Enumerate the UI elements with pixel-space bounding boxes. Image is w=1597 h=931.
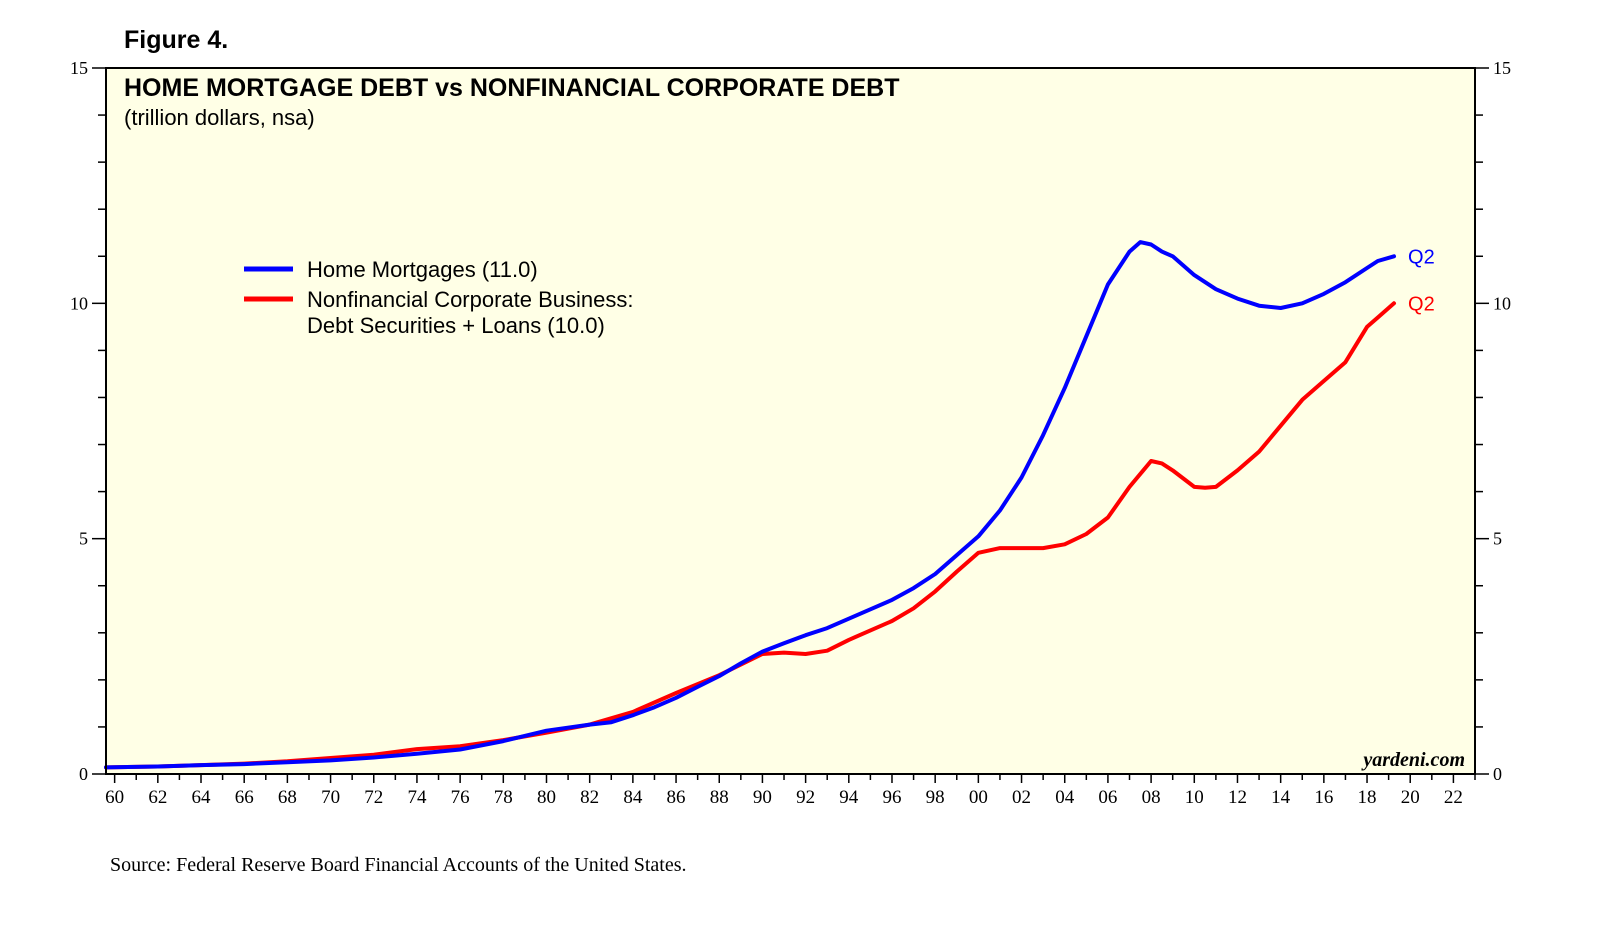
y-tick-label-left: 0 [79,764,88,784]
chart-subtitle: (trillion dollars, nsa) [124,105,315,130]
legend-label-corporate-debt-line2: Debt Securities + Loans (10.0) [307,313,605,338]
x-tick-label: 78 [494,787,513,808]
series-line-corporate-debt [104,301,1396,770]
y-tick-label-right: 0 [1493,764,1502,784]
x-tick-label: 20 [1401,787,1420,808]
y-tick-label-left: 10 [70,293,88,313]
y-tick-label-left: 5 [79,529,88,549]
x-tick-label: 14 [1271,787,1291,808]
legend-label-corporate-debt: Nonfinancial Corporate Business: [307,287,634,312]
x-tick-label: 92 [796,787,815,808]
y-axis-left: 0 5 10 15 [70,58,106,784]
x-tick-label: 08 [1142,787,1161,808]
x-tick-label: 10 [1185,787,1204,808]
x-tick-label: 94 [839,787,859,808]
x-tick-label: 68 [278,787,297,808]
x-tick-label: 22 [1444,787,1463,808]
x-tick-label: 12 [1228,787,1247,808]
y-axis-right: 0 5 10 15 [1475,58,1511,784]
x-tick-label: 96 [882,787,901,808]
x-tick-label: 98 [926,787,945,808]
plot-frame [105,67,1476,775]
end-label-home-mortgages: Q2 [1408,246,1435,268]
x-tick-label: 60 [105,787,124,808]
x-tick-label: 90 [753,787,772,808]
y-tick-label-right: 15 [1493,58,1511,78]
figure-label: Figure 4. [124,26,229,54]
x-tick-label: 18 [1358,787,1377,808]
x-axis: 60 62 64 66 68 70 72 74 76 78 80 82 84 86 88 90 92 94 96 98… [105,774,1476,808]
y-tick-label-right: 10 [1493,293,1511,313]
plot-background [106,68,1475,774]
x-tick-label: 72 [364,787,383,808]
source-note: Source: Federal Reserve Board Financial … [110,854,687,876]
x-tick-label: 86 [667,787,686,808]
x-tick-label: 00 [969,787,988,808]
y-tick-label-right: 5 [1493,529,1502,549]
x-tick-label: 64 [192,787,212,808]
x-tick-label: 16 [1314,787,1333,808]
x-tick-label: 04 [1055,787,1075,808]
x-tick-label: 84 [623,787,643,808]
y-tick-label-left: 15 [70,58,88,78]
x-tick-label: 02 [1012,787,1031,808]
legend-label-home-mortgages: Home Mortgages (11.0) [307,257,538,282]
legend: Home Mortgages (11.0) Nonfinancial Corpo… [244,257,634,338]
series-lines [104,240,1396,770]
series-line-home-mortgages [104,240,1396,770]
end-label-corporate-debt: Q2 [1408,293,1435,315]
x-tick-label: 82 [580,787,599,808]
x-tick-label: 74 [407,787,427,808]
x-tick-label: 66 [235,787,254,808]
x-tick-label: 62 [148,787,167,808]
chart-title: HOME MORTGAGE DEBT vs NONFINANCIAL CORPO… [124,74,900,102]
watermark: yardeni.com [1361,749,1465,771]
x-tick-label: 76 [451,787,470,808]
x-tick-label: 06 [1098,787,1117,808]
x-tick-label: 80 [537,787,556,808]
x-tick-label: 88 [710,787,729,808]
x-tick-label: 70 [321,787,340,808]
